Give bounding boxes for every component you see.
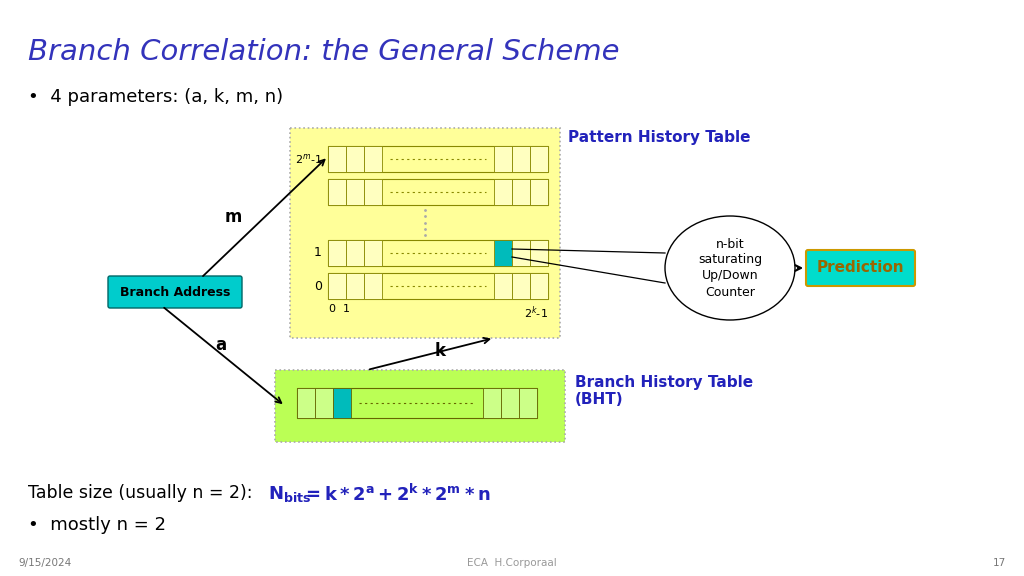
Bar — [512, 273, 530, 299]
Text: a: a — [215, 336, 226, 354]
Bar — [364, 273, 382, 299]
Bar — [494, 273, 512, 299]
Bar — [346, 240, 364, 266]
Bar — [290, 128, 560, 338]
Text: $2^k$-1: $2^k$-1 — [524, 304, 548, 321]
Bar — [530, 273, 548, 299]
Bar — [297, 388, 315, 418]
Bar — [328, 146, 548, 172]
Text: 0: 0 — [314, 279, 322, 293]
Bar — [512, 146, 530, 172]
Bar — [364, 146, 382, 172]
Text: $\mathbf{N}_{\mathbf{bits}}$: $\mathbf{N}_{\mathbf{bits}}$ — [268, 484, 311, 504]
Text: $2^m$-1: $2^m$-1 — [295, 152, 322, 166]
Text: 9/15/2024: 9/15/2024 — [18, 558, 72, 568]
Bar — [512, 179, 530, 205]
Text: $\mathbf{= k * 2^a + 2^k * 2^m *n}$: $\mathbf{= k * 2^a + 2^k * 2^m *n}$ — [302, 484, 490, 505]
FancyBboxPatch shape — [806, 250, 915, 286]
FancyBboxPatch shape — [108, 276, 242, 308]
Bar — [328, 146, 346, 172]
Bar — [483, 388, 501, 418]
Text: Prediction: Prediction — [817, 260, 904, 275]
Bar — [328, 240, 548, 266]
Bar — [328, 240, 346, 266]
Bar — [346, 146, 364, 172]
Bar — [494, 179, 512, 205]
Bar — [333, 388, 351, 418]
Bar — [328, 179, 346, 205]
Bar — [346, 273, 364, 299]
Text: Branch Address: Branch Address — [120, 286, 230, 298]
Bar — [494, 146, 512, 172]
Bar — [346, 179, 364, 205]
Bar — [494, 240, 512, 266]
Text: 17: 17 — [992, 558, 1006, 568]
Bar — [364, 240, 382, 266]
Bar — [530, 146, 548, 172]
Bar — [364, 179, 382, 205]
Text: n-bit
saturating
Up/Down
Counter: n-bit saturating Up/Down Counter — [698, 237, 762, 298]
Bar — [328, 273, 548, 299]
Text: Table size (usually n = 2):: Table size (usually n = 2): — [28, 484, 263, 502]
Ellipse shape — [665, 216, 795, 320]
Bar — [297, 388, 537, 418]
Text: k: k — [435, 342, 446, 360]
Text: Branch History Table
(BHT): Branch History Table (BHT) — [575, 375, 753, 407]
Bar — [530, 179, 548, 205]
Text: Pattern History Table: Pattern History Table — [568, 130, 751, 145]
Bar — [519, 388, 537, 418]
Text: 1: 1 — [314, 247, 322, 260]
Text: •  4 parameters: (a, k, m, n): • 4 parameters: (a, k, m, n) — [28, 88, 283, 106]
Bar — [512, 240, 530, 266]
Bar — [530, 240, 548, 266]
Bar — [328, 179, 548, 205]
Text: 0  1: 0 1 — [329, 304, 350, 314]
Bar — [501, 388, 519, 418]
Text: ECA  H.Corporaal: ECA H.Corporaal — [467, 558, 557, 568]
Text: •  mostly n = 2: • mostly n = 2 — [28, 516, 166, 534]
Text: Branch Correlation: the General Scheme: Branch Correlation: the General Scheme — [28, 38, 620, 66]
Bar — [328, 273, 346, 299]
Bar — [275, 370, 565, 442]
Bar — [315, 388, 333, 418]
Text: m: m — [225, 208, 243, 226]
